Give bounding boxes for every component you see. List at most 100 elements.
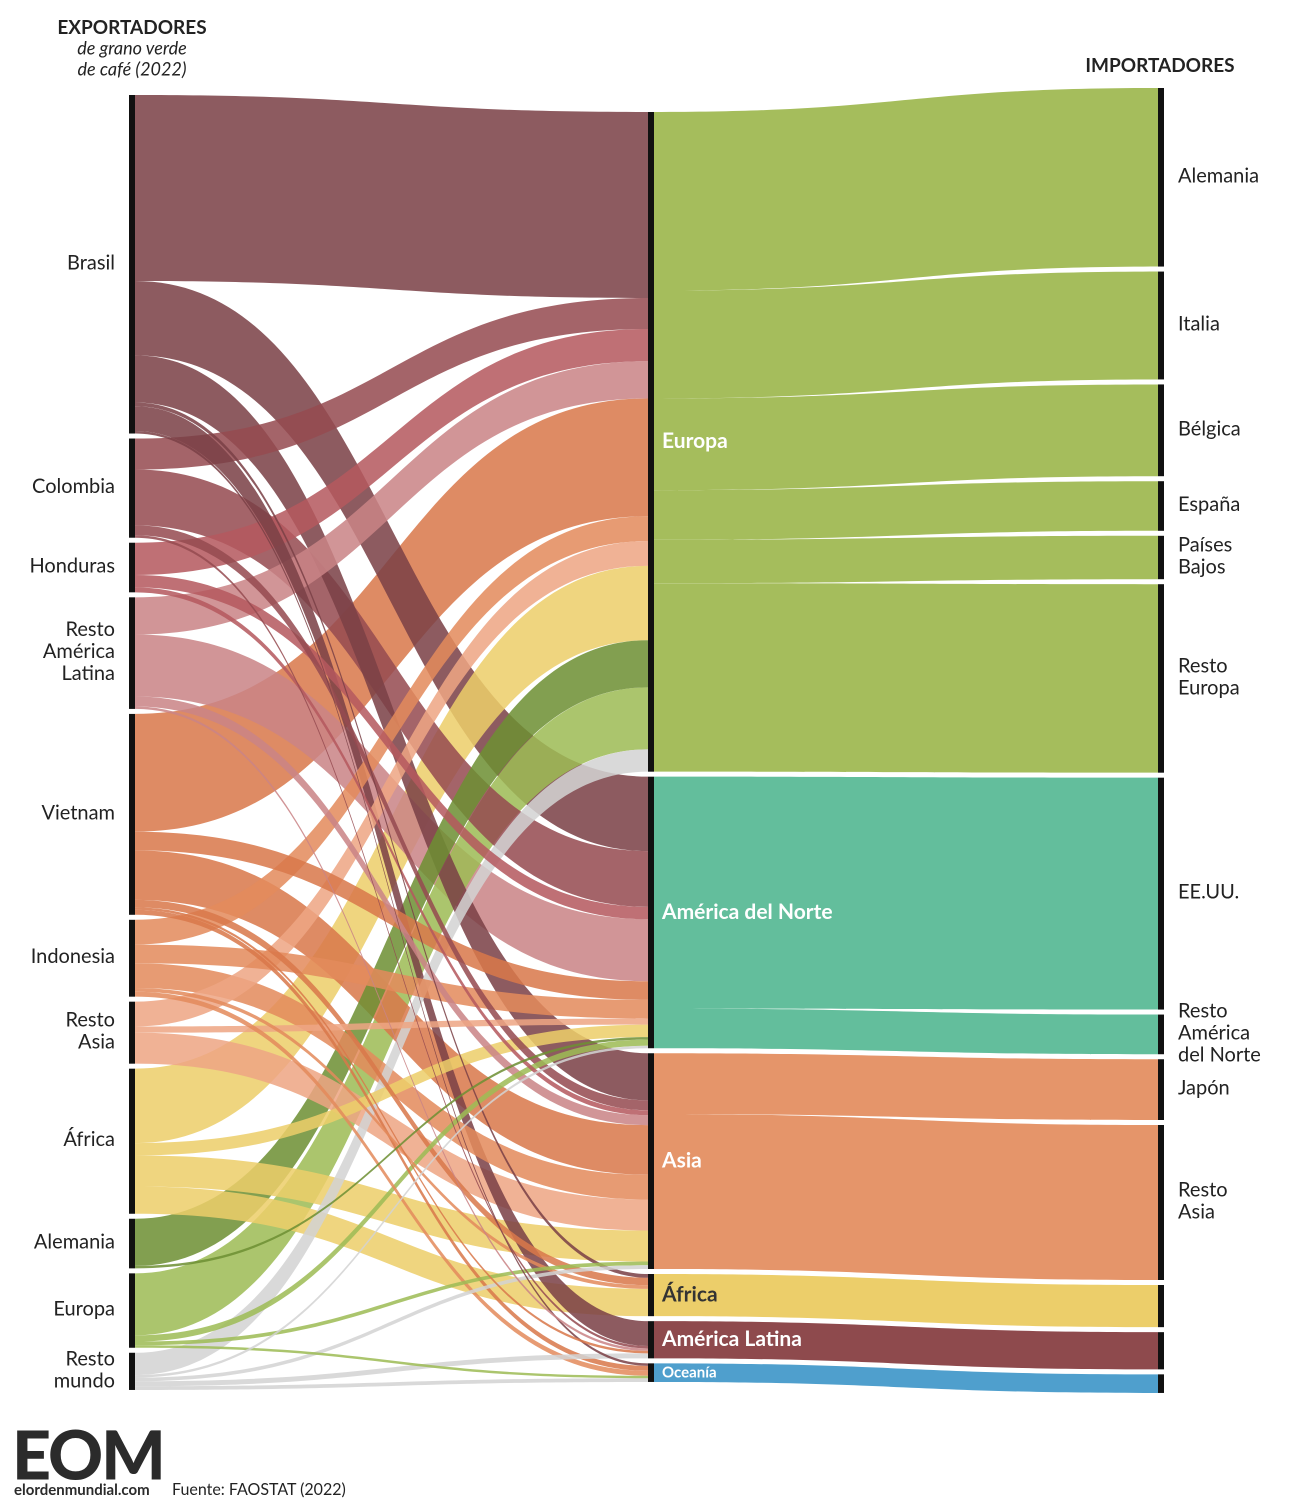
node-label: Países Bajos <box>1178 533 1232 579</box>
logo: EOM <box>12 1414 164 1495</box>
label-line: América <box>43 639 115 663</box>
exporter-flow <box>135 525 648 1111</box>
source: Fuente: FAOSTAT (2022) <box>172 1480 346 1499</box>
importer-bar <box>1158 1332 1164 1370</box>
region-label: Europa <box>662 428 728 453</box>
exporter-flow <box>135 988 648 1289</box>
label-line: Indonesia <box>31 944 115 968</box>
label-line: Asia <box>1178 1200 1215 1224</box>
exporter-bar <box>129 1218 135 1269</box>
region-bar <box>648 1363 654 1382</box>
importer-bar <box>1158 88 1164 267</box>
importer-flow <box>654 583 1158 773</box>
importer-bar <box>1158 1059 1164 1120</box>
label-line: Europa <box>53 1297 115 1321</box>
node-label: Resto Asia <box>1178 1178 1228 1224</box>
exporter-flow <box>135 1345 648 1379</box>
exporter-flow <box>135 1261 648 1346</box>
exporter-bar <box>129 1352 135 1390</box>
right-title: IMPORTADORES <box>1085 54 1234 77</box>
importer-flow <box>654 88 1158 291</box>
node-label: Resto América Latina <box>43 617 115 685</box>
node-label: Resto América del Norte <box>1178 998 1261 1066</box>
region-bar <box>648 776 654 1049</box>
label-line: Latina <box>62 661 116 685</box>
node-label: Colombia <box>32 474 115 498</box>
exporter-flow <box>135 991 648 1376</box>
region-label: Asia <box>661 1148 702 1173</box>
label-line: América <box>1178 1020 1250 1044</box>
importer-flow <box>654 776 1158 1010</box>
exporter-bar <box>129 95 135 434</box>
importer-bar <box>1158 1285 1164 1328</box>
node-label: Italia <box>1178 312 1220 336</box>
exporter-flow <box>135 1378 648 1390</box>
node-label: Resto mundo <box>54 1346 115 1392</box>
region-bar <box>648 1274 654 1317</box>
label-line: Colombia <box>32 474 115 498</box>
left-subtitle: de grano verde <box>77 37 187 59</box>
label-line: Honduras <box>29 554 115 578</box>
exporter-flow <box>135 541 648 1027</box>
importer-flow <box>654 1321 1158 1370</box>
importer-flow <box>654 271 1158 399</box>
label-line: Alemania <box>34 1230 115 1254</box>
exporter-flow <box>135 1037 648 1269</box>
importer-flow <box>654 1008 1158 1055</box>
node-label: Vietnam <box>41 800 115 824</box>
label-line: Resto <box>65 1346 115 1370</box>
node-label: España <box>1178 492 1240 516</box>
label-line: Bajos <box>1178 555 1226 579</box>
exporter-flow <box>135 587 648 1116</box>
region-bar <box>648 112 654 772</box>
exporter-flow <box>135 1186 648 1317</box>
node-label: Resto Europa <box>1178 654 1240 700</box>
exporter-bar <box>129 919 135 997</box>
exporter-flow <box>135 1045 648 1378</box>
region-label: América Latina <box>661 1326 802 1351</box>
node-label: Resto Asia <box>65 1008 115 1054</box>
label-line: Alemania <box>1178 163 1259 187</box>
exporter-flow <box>135 909 648 1371</box>
importer-bar <box>1158 271 1164 380</box>
node-label: Europa <box>53 1297 115 1321</box>
exporter-bar <box>129 1068 135 1214</box>
node-label: Bélgica <box>1178 416 1241 440</box>
exporter-flow <box>135 565 648 1144</box>
label-line: Resto <box>1178 1178 1228 1202</box>
exporter-flow <box>135 640 648 1266</box>
importer-flow <box>654 1274 1158 1328</box>
label-line: mundo <box>54 1368 115 1392</box>
importer-bar <box>1158 481 1164 531</box>
label-line: Resto <box>1178 998 1228 1022</box>
importer-bar <box>1158 777 1164 1010</box>
importer-flow <box>654 1053 1158 1120</box>
importer-bar <box>1158 1014 1164 1055</box>
exporter-flow <box>135 899 648 1286</box>
importer-bar <box>1158 384 1164 477</box>
exporter-bar <box>129 597 135 709</box>
label-line: Resto <box>65 617 115 641</box>
exporter-bar <box>129 1273 135 1348</box>
exporter-flow <box>135 535 648 1349</box>
exporter-flow <box>135 850 648 1175</box>
exporter-flow <box>135 634 648 982</box>
exporter-flow <box>135 696 648 1126</box>
node-label: África <box>63 1127 115 1151</box>
exporter-flow <box>135 1018 648 1033</box>
exporter-flow <box>135 749 648 1376</box>
exporter-flow <box>135 1039 648 1342</box>
label-line: Japón <box>1178 1076 1230 1100</box>
exporter-flow <box>135 907 648 1354</box>
label-line: Europa <box>1178 676 1240 700</box>
exporter-flow <box>135 361 648 635</box>
exporter-flow <box>135 431 648 1366</box>
exporter-flow <box>135 329 648 575</box>
exporter-flow <box>135 469 648 907</box>
node-label: Alemania <box>1178 163 1259 187</box>
node-label: Alemania <box>34 1230 115 1254</box>
